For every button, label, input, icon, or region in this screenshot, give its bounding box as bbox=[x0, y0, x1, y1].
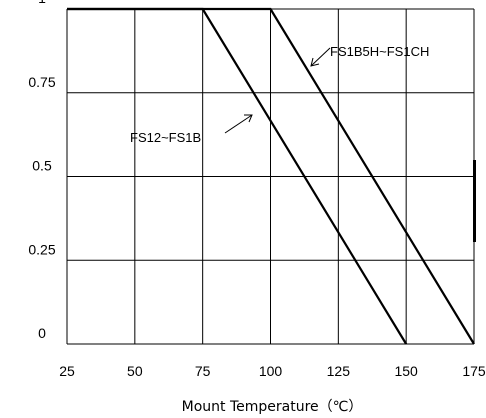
x-tick-label-6: 175 bbox=[462, 363, 486, 379]
annotation-fs12-fs1b: FS12~FS1B bbox=[130, 130, 201, 145]
annotation-arrow-fs12-fs1b bbox=[224, 114, 253, 134]
x-tick-labels: 25 50 75 100 125 150 175 bbox=[59, 363, 486, 379]
x-tick-label-5: 150 bbox=[394, 363, 418, 379]
series-line-1 bbox=[67, 7, 475, 345]
x-tick-label-1: 50 bbox=[127, 363, 143, 379]
y-tick-label-1: 0.25 bbox=[28, 241, 55, 257]
grid bbox=[66, 8, 475, 345]
y-tick-labels: 0 0.25 0.5 0.75 1 bbox=[28, 0, 55, 341]
x-tick-label-3: 100 bbox=[259, 363, 283, 379]
edge-marker bbox=[473, 160, 476, 242]
x-axis-label: Mount Temperature（℃） bbox=[182, 399, 363, 415]
y-tick-label-4: 1 bbox=[38, 0, 46, 6]
y-tick-label-3: 0.75 bbox=[28, 74, 55, 90]
y-tick-label-0: 0 bbox=[38, 325, 46, 341]
annotation-fs1b5h-fs1ch: FS1B5H~FS1CH bbox=[330, 44, 429, 59]
x-tick-label-4: 125 bbox=[327, 363, 351, 379]
x-tick-label-2: 75 bbox=[195, 363, 211, 379]
annotation-arrow-fs1b5h-fs1ch bbox=[310, 47, 331, 67]
x-tick-label-0: 25 bbox=[59, 363, 75, 379]
y-tick-label-2: 0.5 bbox=[32, 158, 52, 174]
series-lines bbox=[67, 7, 475, 345]
